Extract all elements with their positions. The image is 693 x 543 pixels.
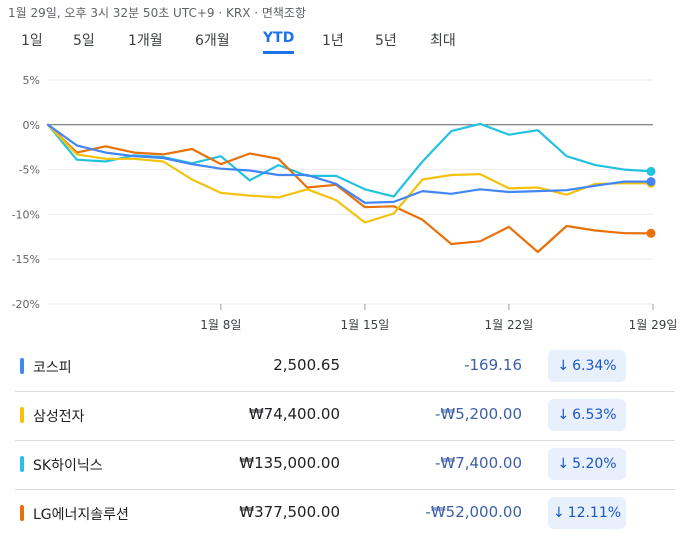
percent-badge: ↓ 5.20%	[548, 448, 626, 480]
comparison-chart: 5% 0% -5% -10% -15% -20% 1월 8일 1월 15일 1월 22일 1월 2…	[12, 74, 678, 332]
series-line	[46, 123, 655, 224]
series-color-swatch	[20, 456, 24, 472]
x-tick-label: 1월 29일	[629, 318, 678, 332]
legend-name: 코스피	[33, 360, 72, 376]
series-color-swatch	[20, 358, 24, 374]
arrow-down-icon: ↓	[552, 505, 565, 521]
legend-row-skhynix[interactable]: SK하이닉스 ₩135,000.00 -₩7,400.00 ↓ 5.20%	[15, 440, 675, 490]
range-tabs: 1일 5일 1개월 6개월 YTD 1년 5년 최대	[0, 30, 693, 58]
y-tick-label: -5%	[19, 164, 40, 177]
y-tick-label: 5%	[23, 74, 40, 87]
legend-row-lges[interactable]: LG에너지솔루션 ₩377,500.00 -₩52,000.00 ↓ 12.11%	[15, 489, 675, 538]
legend-change: -₩7,400.00	[434, 454, 522, 472]
y-tick-label: 0%	[23, 119, 40, 132]
tab-5d[interactable]: 5일	[73, 33, 95, 49]
percent-badge: ↓ 6.34%	[548, 350, 626, 382]
percent-value: 6.34%	[572, 358, 617, 374]
legend-name: LG에너지솔루션	[33, 507, 129, 523]
percent-badge: ↓ 12.11%	[548, 497, 626, 529]
x-tick-label: 1월 8일	[200, 318, 241, 332]
legend-change: -169.16	[464, 356, 522, 374]
legend-change: -₩52,000.00	[425, 503, 522, 521]
percent-badge: ↓ 6.53%	[548, 399, 626, 431]
legend-name: SK하이닉스	[33, 458, 103, 474]
tab-1d[interactable]: 1일	[21, 33, 43, 49]
tab-5y[interactable]: 5년	[375, 33, 397, 49]
arrow-down-icon: ↓	[557, 456, 570, 472]
timestamp: 1월 29일, 오후 3시 32분 50초 UTC+9 · KRX · 면책조항	[8, 6, 307, 20]
tab-1y[interactable]: 1년	[322, 33, 344, 49]
series-end-marker	[646, 228, 656, 238]
percent-value: 6.53%	[572, 407, 617, 423]
legend-price: ₩135,000.00	[239, 454, 340, 472]
x-tick-label: 1월 15일	[340, 318, 389, 332]
tab-max[interactable]: 최대	[430, 33, 456, 49]
percent-value: 12.11%	[567, 505, 622, 521]
legend-row-kospi[interactable]: 코스피 2,500.65 -169.16 ↓ 6.34%	[15, 342, 675, 392]
series-end-marker	[646, 177, 656, 187]
legend-price: ₩377,500.00	[239, 503, 340, 521]
legend-change: -₩5,200.00	[434, 405, 522, 423]
series-color-swatch	[20, 505, 24, 521]
tab-1m[interactable]: 1개월	[128, 33, 163, 49]
series-color-swatch	[20, 407, 24, 423]
arrow-down-icon: ↓	[557, 407, 570, 423]
legend-price: ₩74,400.00	[248, 405, 340, 423]
series-end-marker	[646, 166, 656, 176]
y-tick-label: -15%	[12, 253, 40, 266]
x-tick-label: 1월 22일	[485, 318, 534, 332]
y-tick-label: -10%	[12, 208, 40, 221]
tab-6m[interactable]: 6개월	[195, 33, 230, 49]
percent-value: 5.20%	[572, 456, 617, 472]
arrow-down-icon: ↓	[557, 358, 570, 374]
legend-name: 삼성전자	[33, 409, 85, 425]
series-line	[46, 123, 655, 204]
legend-row-samsung[interactable]: 삼성전자 ₩74,400.00 -₩5,200.00 ↓ 6.53%	[15, 391, 675, 441]
legend-price: 2,500.65	[273, 356, 340, 374]
series-line	[46, 123, 655, 254]
y-tick-label: -20%	[12, 298, 40, 311]
tab-ytd[interactable]: YTD	[263, 30, 295, 54]
